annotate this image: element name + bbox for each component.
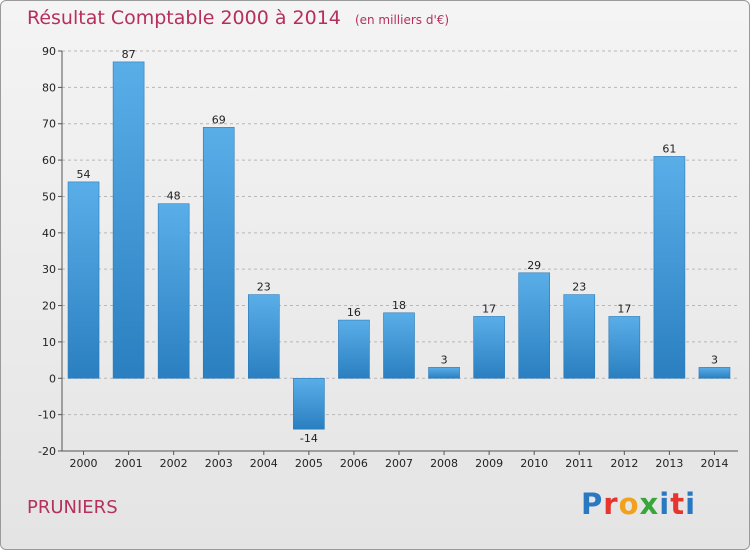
x-tick-label: 2009 <box>475 457 503 470</box>
logo-letter: i <box>685 487 697 521</box>
data-label: 3 <box>441 353 448 366</box>
data-label: 3 <box>711 353 718 366</box>
logo-letter: t <box>670 487 686 521</box>
bar-2008 <box>428 367 460 379</box>
y-tick-label: 70 <box>42 118 56 131</box>
bar-2011 <box>563 294 596 379</box>
y-tick-label: 0 <box>49 372 56 385</box>
bar-2000 <box>67 181 100 379</box>
y-tick-label: 10 <box>42 336 56 349</box>
y-tick-label: 90 <box>42 45 56 58</box>
logo-letter: o <box>618 487 640 521</box>
x-tick-label: 2011 <box>565 457 593 470</box>
y-tick-label: -20 <box>38 445 56 458</box>
logo-letter: P <box>581 487 604 521</box>
x-tick-label: 2004 <box>250 457 278 470</box>
logo-letter: i <box>659 487 671 521</box>
y-tick-label: 60 <box>42 154 56 167</box>
data-label: 69 <box>212 113 226 126</box>
x-tick-label: 2001 <box>115 457 143 470</box>
y-tick-label: 40 <box>42 227 56 240</box>
bar-2010 <box>518 272 551 379</box>
y-tick-label: -10 <box>38 409 56 422</box>
y-tick-label: 20 <box>42 300 56 313</box>
bars <box>67 61 731 430</box>
x-tick-label: 2008 <box>430 457 458 470</box>
bar-2004 <box>248 294 280 379</box>
y-tick-label: 30 <box>42 263 56 276</box>
x-tick-label: 2006 <box>340 457 368 470</box>
data-label: 23 <box>572 281 586 294</box>
bar-2005 <box>293 377 325 430</box>
axes <box>61 51 738 452</box>
data-label: -14 <box>300 432 318 445</box>
logo-letter: x <box>639 487 660 521</box>
data-label: 48 <box>167 190 181 203</box>
bar-2003 <box>202 127 235 379</box>
x-tick-label: 2013 <box>655 457 683 470</box>
x-tick-label: 2002 <box>160 457 188 470</box>
data-label: 16 <box>347 306 361 319</box>
x-tick-label: 2003 <box>205 457 233 470</box>
bar-2013 <box>653 156 686 379</box>
data-label: 18 <box>392 299 406 312</box>
data-label: 87 <box>122 48 136 61</box>
data-label: 23 <box>257 281 271 294</box>
bar-2001 <box>112 61 145 379</box>
x-axis-ticks: 2000 2001 2002 2003 2004 2005 2006 2007 2008 2009… <box>70 451 728 470</box>
y-axis-ticks: -20 -10 0 10 20 30 40 50 60 70 80 90 <box>38 45 62 458</box>
data-label: 17 <box>617 302 631 315</box>
x-tick-label: 2007 <box>385 457 413 470</box>
x-tick-label: 2012 <box>610 457 638 470</box>
proxiti-logo[interactable]: Proxiti <box>581 487 696 521</box>
chart-unit-text: (en milliers d'€) <box>354 13 450 27</box>
x-tick-label: 2005 <box>295 457 323 470</box>
bar-2014 <box>698 367 731 379</box>
bar-2009 <box>473 316 505 379</box>
bar-2007 <box>383 312 415 379</box>
x-tick-label: 2010 <box>520 457 548 470</box>
bar-2012 <box>608 316 641 379</box>
chart-title-text: Résultat Comptable 2000 à 2014 <box>27 7 341 29</box>
y-tick-label: 50 <box>42 190 56 203</box>
data-labels: 54 87 48 69 23 -14 16 18 3 17 29 23 17 61 3 <box>77 48 718 445</box>
data-label: 17 <box>482 302 496 315</box>
x-tick-label: 2000 <box>70 457 98 470</box>
chart-title: Résultat Comptable 2000 à 2014 (en milli… <box>27 7 449 29</box>
y-tick-label: 80 <box>42 81 56 94</box>
x-tick-label: 2014 <box>700 457 728 470</box>
bar-2002 <box>157 203 190 379</box>
bar-2006 <box>338 319 370 379</box>
commune-name: PRUNIERS <box>27 497 118 518</box>
data-label: 54 <box>77 168 91 181</box>
logo-letter: r <box>603 487 619 521</box>
data-label: 61 <box>662 142 676 155</box>
data-label: 29 <box>527 259 541 272</box>
